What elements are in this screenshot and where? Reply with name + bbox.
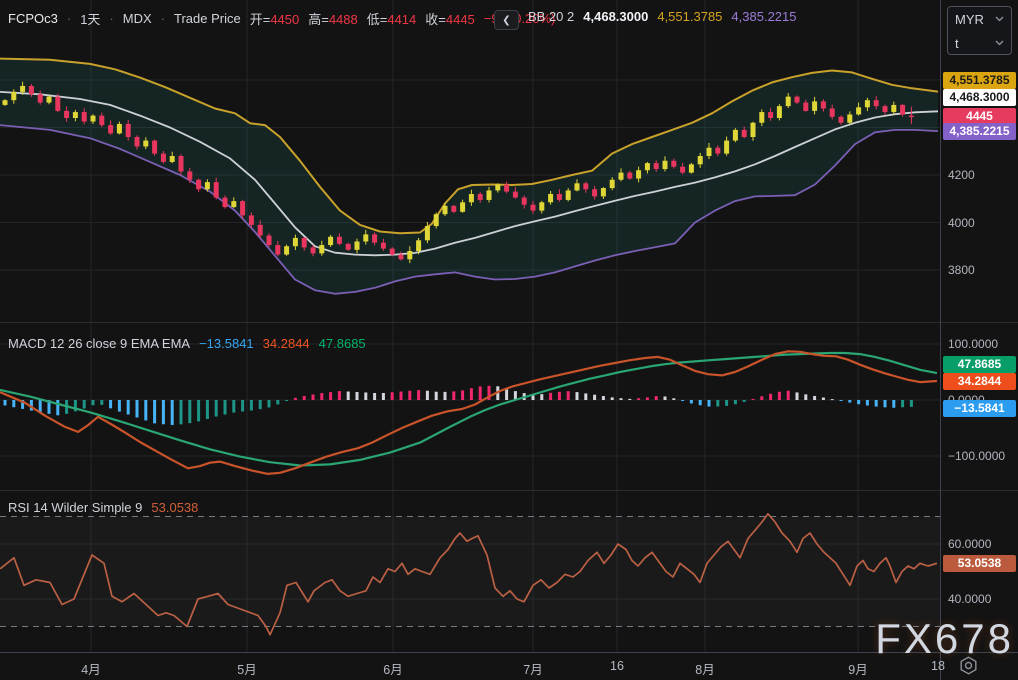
rsi-tick: 60.0000 [948,537,992,551]
currency-label: MYR [955,11,984,27]
symbol-name: FCPOc3 [8,11,58,26]
price-tick: 3800 [948,263,975,277]
rsi-legend: RSI 14 Wilder Simple 9 53.0538 [8,500,198,515]
ohlc-high: 高=4488 [308,12,358,27]
macd-tick: 100.0000 [948,337,999,351]
bb-basis-value: 4,468.3000 [583,9,649,24]
rsi-value-label: 53.0538 [943,555,1016,572]
gear-icon[interactable] [956,654,981,680]
time-tick: 9月 [848,663,868,677]
bb-legend: BB 20 2 4,468.3000 4,551.3785 4,385.2215 [528,9,797,24]
macd-hist-value: −13.5841 [199,336,254,351]
macd-signal-value: 47.8685 [318,336,366,351]
unit-dropdown[interactable]: t [948,31,1011,55]
unit-label: t [955,35,959,51]
rsi-value: 53.0538 [151,500,199,515]
bb-basis-price-label: 4,468.3000 [943,89,1016,106]
bb-upper-price-label: 4,551.3785 [943,72,1016,89]
symbol-legend: FCPOc3 · 1天 · MDX · Trade Price 开=4450 高… [8,11,556,27]
collapse-legend-button[interactable]: ❮ [494,10,519,30]
ohlc-close: 收=4445 [425,12,475,27]
macd-signal-label: 47.8685 [943,356,1016,373]
macd-line-label: 34.2844 [943,373,1016,390]
price-tick: 4200 [948,168,975,182]
time-tick: 7月 [523,663,543,677]
macd-line-value: 34.2844 [262,336,310,351]
ohlc-low: 低=4414 [366,12,417,27]
currency-dropdown[interactable]: MYR [948,7,1011,31]
interval: 1天 [80,12,101,27]
chevron-down-icon [995,16,1004,22]
time-axis[interactable]: 4月 5月 6月 7月 16 8月 9月 18 [0,652,945,680]
series-type: Trade Price [174,11,241,26]
bb-title: BB 20 2 [528,9,575,24]
macd-title: MACD 12 26 close 9 EMA EMA [8,336,191,351]
macd-legend: MACD 12 26 close 9 EMA EMA −13.5841 34.2… [8,336,366,351]
bb-lower-value: 4,385.2215 [731,9,797,24]
time-tick: 6月 [383,663,403,677]
currency-unit-widget: MYR t [947,6,1012,55]
time-tick: 18 [931,659,945,673]
ohlc-open: 开=4450 [249,12,300,27]
time-tick: 4月 [81,663,101,677]
macd-tick: −100.0000 [948,449,1006,463]
rsi-tick: 40.0000 [948,592,992,606]
macd-hist-label: −13.5841 [943,400,1016,417]
fx678-watermark: FX678 [875,615,1014,662]
chevron-down-icon [995,40,1004,46]
last-price-label: 4445 [943,108,1016,125]
bb-upper-value: 4,551.3785 [657,9,723,24]
time-tick: 16 [610,659,624,673]
exchange: MDX [122,11,152,26]
time-tick: 5月 [237,663,257,677]
price-tick: 4000 [948,216,975,230]
chevron-left-icon: ❮ [502,14,511,26]
bb-lower-price-label: 4,385.2215 [943,123,1016,140]
time-tick: 8月 [695,663,715,677]
rsi-title: RSI 14 Wilder Simple 9 [8,500,143,515]
